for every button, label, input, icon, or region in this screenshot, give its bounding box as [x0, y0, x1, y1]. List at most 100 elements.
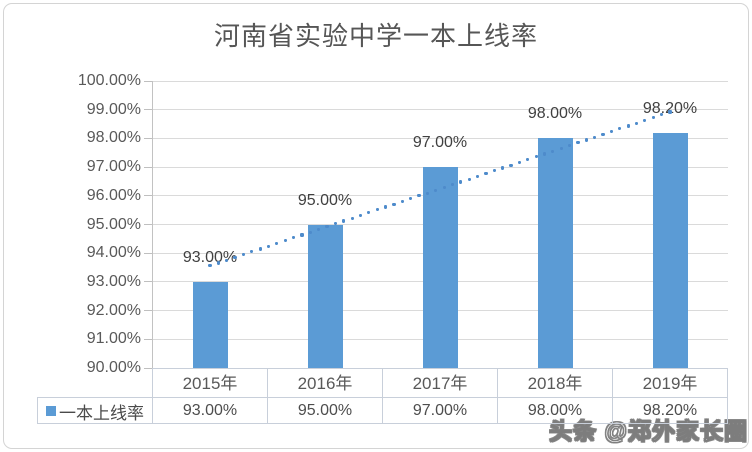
trendline-dot — [618, 127, 622, 131]
trendline-dot — [551, 149, 555, 153]
trendline-dot — [241, 253, 246, 257]
trendline-dot — [442, 185, 446, 190]
trendline-dot — [501, 166, 505, 170]
trendline-dot — [317, 227, 321, 232]
trendline-dot — [400, 199, 404, 204]
trendline-dot — [459, 180, 463, 184]
trendline-dot — [517, 160, 522, 164]
trendline-dot — [668, 110, 672, 114]
y-axis-tick — [144, 310, 153, 312]
trendline-dot — [568, 143, 572, 148]
chart-title: 河南省实验中学一本上线率 — [213, 22, 538, 51]
y-axis-tick — [144, 166, 153, 168]
trendline-dot — [216, 261, 220, 265]
table-column-border — [612, 368, 613, 423]
table-border-right — [727, 368, 728, 423]
table-border-left — [152, 368, 153, 423]
trendline-dot — [542, 152, 547, 156]
trendline-dot — [559, 146, 563, 150]
y-tick-label: 90.00% — [86, 359, 141, 376]
y-tick-label: 96.00% — [86, 186, 141, 204]
bar — [307, 224, 343, 368]
trendline-dot — [609, 129, 614, 134]
trendline-dot — [325, 225, 329, 229]
table-column-border — [382, 368, 383, 423]
bar-value-label: 98.00% — [527, 105, 583, 123]
y-tick-label: 94.00% — [86, 244, 141, 262]
watermark: 头条 @郑外家长圈 — [549, 418, 748, 445]
trendline-dot — [258, 247, 262, 251]
y-tick-label: 95.00% — [86, 215, 141, 233]
table-column-border — [497, 368, 498, 423]
table-border-bottom — [37, 422, 728, 424]
trendline-dot — [651, 115, 655, 120]
x-axis-label-cell: 2018年 — [527, 374, 583, 393]
trendline-dot — [358, 213, 363, 218]
y-tick-label: 93.00% — [86, 272, 141, 290]
trendline-dot — [250, 250, 254, 254]
legend-cell: 一本上线率 — [38, 398, 152, 424]
trendline-dot — [626, 124, 630, 128]
y-axis-tick — [144, 80, 153, 82]
trendline-dot — [308, 230, 312, 234]
trendline-dot — [292, 236, 296, 240]
x-axis-label-cell: 2015年 — [182, 374, 238, 393]
trendline-dot — [342, 219, 346, 223]
y-tick-label: 99.00% — [86, 100, 141, 118]
bar — [422, 167, 458, 368]
y-tick-label: 92.00% — [86, 301, 141, 319]
y-axis-tick — [144, 195, 153, 197]
trendline-dot — [509, 163, 513, 167]
bar — [192, 281, 228, 368]
x-axis-label-cell: 2016年 — [297, 374, 353, 393]
trendline-dot — [233, 255, 237, 260]
trendline-dot — [417, 194, 421, 198]
y-axis-tick — [144, 224, 153, 225]
table-column-border — [267, 368, 268, 423]
trendline-dot — [225, 258, 229, 262]
gridline — [152, 80, 728, 82]
trendline-dot — [492, 169, 496, 173]
trendline-dot — [425, 191, 430, 195]
trendline-dot — [634, 121, 639, 125]
y-tick-label: 91.00% — [86, 330, 141, 348]
table-value-cell: 98.20% — [642, 402, 698, 419]
y-axis-tick — [144, 109, 153, 111]
trendline-dot — [367, 211, 371, 215]
bar-value-label: 97.00% — [412, 134, 468, 152]
table-value-cell: 93.00% — [182, 402, 238, 419]
trendline-dot — [660, 113, 664, 117]
bar-value-label: 93.00% — [182, 248, 238, 266]
trendline-dot — [350, 216, 354, 220]
table-value-cell: 97.00% — [412, 402, 468, 419]
y-axis-line — [152, 81, 153, 368]
y-axis-tick — [144, 367, 153, 369]
trendline-dot — [576, 141, 580, 145]
table-border-top — [152, 367, 728, 369]
bar-value-label: 95.00% — [297, 191, 353, 209]
trendline-dot — [409, 197, 413, 201]
trendline-dot — [526, 157, 530, 162]
trendline-dot — [300, 233, 304, 237]
trendline-dot — [266, 244, 271, 248]
bar — [537, 138, 573, 368]
trendline-dot — [584, 138, 588, 142]
y-axis-tick — [144, 338, 153, 340]
trendline-dot — [467, 177, 471, 181]
trendline-dot — [375, 208, 379, 212]
y-axis-tick — [144, 252, 153, 254]
y-tick-label: 97.00% — [86, 158, 141, 176]
trendline-dot — [283, 239, 287, 243]
legend-label: 一本上线率 — [59, 403, 144, 423]
trendline-dot — [392, 202, 396, 206]
table-value-cell: 95.00% — [297, 402, 353, 419]
x-axis-label-cell: 2017年 — [412, 374, 468, 393]
gridline — [152, 109, 728, 111]
trendline-dot — [484, 171, 488, 176]
y-axis-tick — [144, 137, 153, 139]
trendline-dot — [534, 155, 538, 159]
trendline-dot — [643, 118, 647, 122]
trendline-dot — [208, 264, 212, 268]
trendline-dot — [384, 205, 388, 209]
